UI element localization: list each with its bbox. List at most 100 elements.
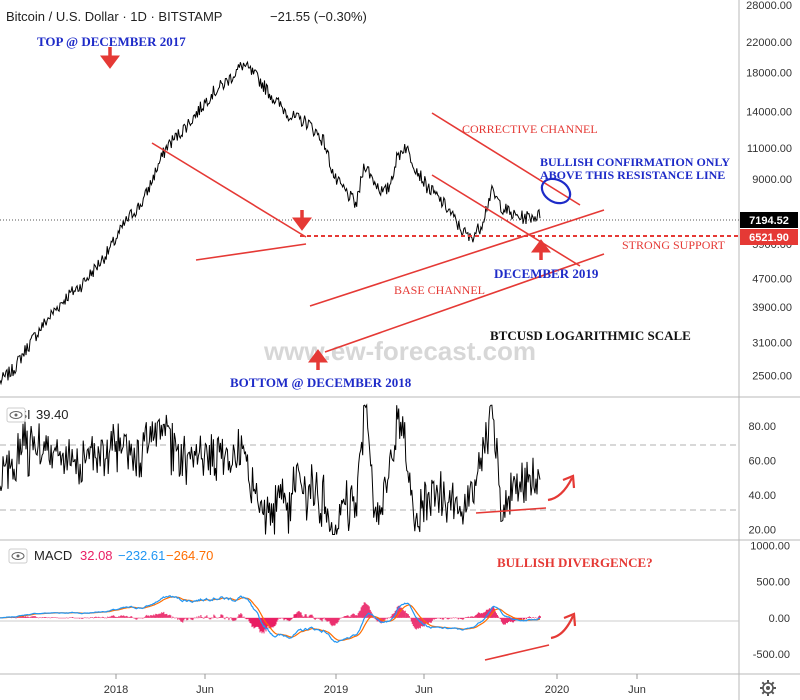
macd-histogram-bar xyxy=(159,613,161,618)
macd-histogram-bar xyxy=(382,617,384,622)
macd-histogram-bar xyxy=(493,608,495,618)
macd-histogram-bar xyxy=(524,617,525,620)
macd-histogram-bar xyxy=(98,616,100,618)
macd-histogram-bar xyxy=(200,615,202,618)
macd-histogram-bar xyxy=(335,617,337,624)
macd-histogram-bar xyxy=(432,617,434,620)
macd-eye-icon[interactable] xyxy=(8,548,28,564)
macd-histogram-bar xyxy=(277,617,279,620)
log-scale-annotation: BTCUSD LOGARITHMIC SCALE xyxy=(490,328,691,343)
macd-histogram-bar xyxy=(317,617,319,619)
macd-histogram-bar xyxy=(337,617,339,623)
macd-histogram-bar xyxy=(406,613,408,618)
macd-histogram-bar xyxy=(471,616,473,618)
macd-histogram-bar xyxy=(403,611,405,618)
macd-histogram-bar xyxy=(33,616,35,618)
macd-histogram-bar xyxy=(144,616,146,618)
macd-histogram-bar xyxy=(419,617,421,629)
macd-histogram-bar xyxy=(276,617,278,622)
macd-histogram-bar xyxy=(462,617,464,620)
macd-histogram-bar xyxy=(236,617,238,619)
rsi-eye-icon[interactable] xyxy=(6,407,26,423)
macd-histogram-bar xyxy=(503,617,505,625)
macd-histogram-bar xyxy=(368,606,370,618)
macd-histogram-bar xyxy=(481,613,483,618)
macd-histogram-bar xyxy=(316,617,318,619)
macd-histogram-bar xyxy=(205,616,207,618)
macd-histogram-bar xyxy=(122,615,124,618)
macd-histogram-bar xyxy=(230,617,232,618)
symbol-title: Bitcoin / U.S. Dollar · 1D · BITSTAMP xyxy=(6,9,222,24)
macd-histogram-bar xyxy=(447,617,449,620)
macd-histogram-bar xyxy=(416,617,418,629)
macd-histogram-bar xyxy=(91,617,93,618)
macd-histogram-bar xyxy=(71,617,73,618)
macd-histogram-bar xyxy=(183,617,185,621)
macd-histogram-bar xyxy=(283,617,285,621)
macd-histogram-bar xyxy=(220,614,222,618)
macd-histogram-bar xyxy=(30,616,32,618)
macd-histogram-bar xyxy=(132,617,134,618)
time-tick-label: 2019 xyxy=(324,684,348,696)
macd-histogram-bar xyxy=(484,611,486,618)
macd-histogram-bar xyxy=(511,617,513,623)
macd-histogram-bar xyxy=(209,617,211,620)
macd-histogram-bar xyxy=(131,616,133,618)
macd-histogram-bar xyxy=(477,612,479,618)
macd-histogram-bar xyxy=(103,617,105,618)
macd-histogram-bar xyxy=(478,612,480,618)
macd-histogram-bar xyxy=(379,617,381,623)
macd-histogram-bar xyxy=(102,616,104,618)
macd-histogram-bar xyxy=(324,617,326,620)
macd-histogram-bar xyxy=(292,617,294,618)
time-tick-label: Jun xyxy=(415,684,433,696)
macd-histogram-bar xyxy=(531,617,532,619)
macd-histogram-bar xyxy=(383,617,385,621)
macd-histogram-bar xyxy=(95,616,97,618)
macd-histogram-bar xyxy=(255,617,257,627)
macd-histogram-bar xyxy=(450,617,452,619)
macd-histogram-bar xyxy=(90,617,92,618)
macd-histogram-bar xyxy=(498,617,500,619)
macd-histogram-bar xyxy=(271,617,273,627)
rsi-support-line xyxy=(475,507,547,514)
macd-histogram-bar xyxy=(533,617,534,618)
macd-histogram-bar xyxy=(488,608,490,618)
macd-histogram-bar xyxy=(121,615,123,618)
macd-histogram-bar xyxy=(496,614,498,618)
macd-histogram-bar xyxy=(185,617,187,619)
macd-histogram-bar xyxy=(243,616,245,618)
macd-histogram-bar xyxy=(263,617,265,634)
time-tick-label: 2020 xyxy=(545,684,569,696)
macd-histogram-bar xyxy=(246,617,248,620)
macd-histogram-bar xyxy=(129,616,131,618)
price-tick-label: 22000.00 xyxy=(746,37,792,49)
macd-histogram-bar xyxy=(214,615,216,618)
macd-histogram-bar xyxy=(89,617,91,619)
macd-histogram-bar xyxy=(439,617,441,619)
macd-histogram-bar xyxy=(202,617,204,619)
macd-histogram-bar xyxy=(413,617,415,628)
macd-histogram-bar xyxy=(187,617,189,620)
macd-histogram-bar xyxy=(54,617,56,618)
macd-histogram-bar xyxy=(217,617,219,619)
macd-tick-label: 1000.00 xyxy=(750,541,790,553)
descending-trendline xyxy=(151,142,307,238)
macd-histogram-bar xyxy=(351,614,353,618)
macd-histogram-bar xyxy=(42,617,44,618)
macd-histogram-bar xyxy=(34,616,36,618)
macd-histogram-bar xyxy=(307,617,309,618)
macd-histogram-bar xyxy=(297,611,299,618)
macd-histogram-bar xyxy=(105,617,107,619)
top-annotation: TOP @ DECEMBER 2017 xyxy=(37,34,186,49)
macd-histogram-bar xyxy=(536,617,537,619)
last-price-tag-label: 7194.52 xyxy=(749,215,789,227)
macd-histogram-bar xyxy=(204,616,206,618)
macd-histogram-bar xyxy=(409,617,411,619)
macd-histogram-bar xyxy=(253,617,255,629)
settings-gear-icon[interactable] xyxy=(760,680,776,696)
macd-histogram-bar xyxy=(308,615,310,618)
rsi-curved-arrow-icon xyxy=(547,474,576,502)
macd-histogram-bar xyxy=(29,617,31,618)
macd-histogram-bar xyxy=(373,617,375,619)
